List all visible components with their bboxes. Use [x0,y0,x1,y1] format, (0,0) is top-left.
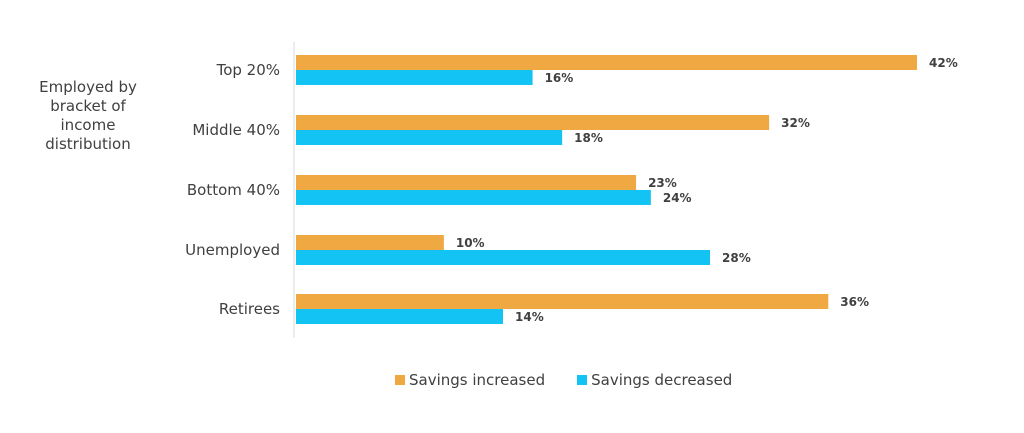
data-label: 10% [456,236,485,250]
group-title-line: income [60,116,116,134]
bar-savings-increased [296,235,444,250]
legend: Savings increased Savings decreased [395,371,732,389]
data-label: 36% [840,295,869,309]
legend-label: Savings increased [409,371,546,389]
data-label: 16% [545,71,574,85]
group-title-line: distribution [45,135,131,153]
bar-savings-decreased [296,190,651,205]
category-label: Unemployed [185,241,280,259]
bar-savings-decreased [296,309,503,324]
bar-savings-increased [296,55,917,70]
bar-savings-decreased [296,250,710,265]
data-label: 24% [663,191,692,205]
data-label: 42% [929,56,958,70]
group-title: Employed by bracket of income distributi… [8,78,168,154]
group-title-line: Employed by [39,78,137,96]
category-label: Middle 40% [192,121,280,139]
data-label: 28% [722,251,751,265]
legend-item-increased: Savings increased [395,371,545,389]
bar-savings-decreased [296,130,563,145]
data-label: 14% [515,310,544,324]
category-label: Top 20% [216,61,280,79]
bar-savings-increased [296,294,829,309]
category-label: Bottom 40% [187,181,280,199]
bar-savings-decreased [296,70,533,85]
category-label: Retirees [219,300,280,318]
data-label: 23% [648,176,677,190]
group-title-line: bracket of [50,97,126,115]
legend-label: Savings decreased [591,371,733,389]
bar-savings-increased [296,115,770,130]
data-label: 18% [574,131,603,145]
legend-swatch-increased [395,375,405,385]
bar-savings-increased [296,175,637,190]
legend-swatch-decreased [577,375,588,385]
data-label: 32% [781,116,810,130]
legend-item-decreased: Savings decreased [577,371,732,389]
